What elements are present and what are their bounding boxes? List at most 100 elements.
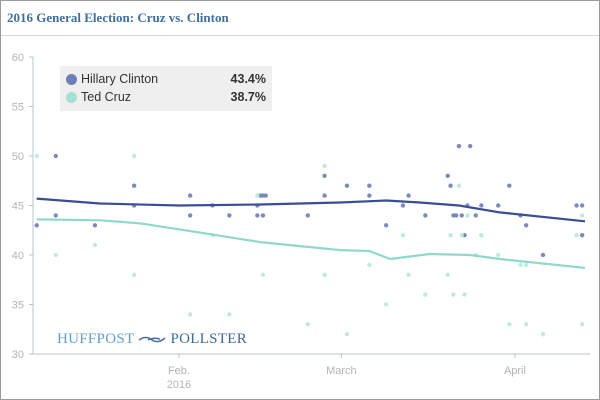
poll-point-clinton bbox=[456, 143, 462, 149]
poll-point-clinton bbox=[187, 213, 193, 218]
poll-point-clinton bbox=[53, 153, 58, 159]
legend-dot-cruz bbox=[66, 92, 77, 103]
poll-point-clinton bbox=[383, 223, 389, 228]
poll-point-cruz bbox=[479, 233, 484, 238]
poll-point-cruz bbox=[574, 233, 579, 238]
poll-point-clinton bbox=[322, 193, 327, 198]
poll-point-cruz bbox=[540, 332, 546, 337]
poll-point-clinton bbox=[131, 183, 137, 188]
y-tick-label: 55 bbox=[12, 102, 24, 114]
poll-point-clinton bbox=[187, 193, 193, 198]
poll-point-clinton bbox=[406, 193, 411, 198]
poll-point-cruz bbox=[462, 292, 467, 297]
y-tick-label: 45 bbox=[12, 201, 24, 213]
poll-point-cruz bbox=[53, 252, 58, 258]
poll-point-clinton bbox=[579, 203, 585, 208]
poll-point-cruz bbox=[260, 272, 266, 277]
legend-value: 38.7% bbox=[230, 90, 266, 104]
poll-point-clinton bbox=[473, 213, 478, 218]
y-tick-label: 40 bbox=[12, 250, 24, 262]
poll-point-clinton bbox=[459, 213, 464, 218]
legend-label: Hillary Clinton bbox=[81, 72, 159, 86]
poll-point-cruz bbox=[367, 262, 372, 268]
chart-title: 2016 General Election: Cruz vs. Clinton bbox=[7, 10, 229, 25]
title-divider bbox=[1, 35, 599, 36]
legend: Hillary Clinton 43.4% Ted Cruz 38.7% bbox=[60, 66, 272, 111]
bird-icon bbox=[139, 336, 166, 342]
poll-point-cruz bbox=[322, 272, 327, 277]
y-tick-label: 50 bbox=[12, 151, 24, 163]
poll-point-clinton bbox=[540, 252, 546, 258]
poll-point-cruz bbox=[305, 322, 310, 327]
x-tick-label: Feb. bbox=[168, 365, 190, 377]
poll-point-cruz bbox=[451, 292, 456, 297]
poll-point-cruz bbox=[518, 262, 523, 268]
poll-point-cruz bbox=[579, 322, 585, 327]
legend-value: 43.4% bbox=[230, 72, 266, 86]
trend-line-clinton bbox=[36, 197, 586, 223]
poll-point-clinton bbox=[34, 223, 39, 228]
poll-point-cruz bbox=[523, 322, 529, 327]
poll-point-cruz bbox=[255, 193, 260, 198]
poll-point-cruz bbox=[423, 292, 428, 297]
poll-point-clinton bbox=[53, 213, 58, 218]
poll-point-cruz bbox=[448, 233, 453, 238]
poll-point-cruz bbox=[131, 272, 137, 277]
poll-point-cruz bbox=[523, 262, 529, 268]
poll-point-clinton bbox=[400, 203, 406, 208]
poll-point-clinton bbox=[255, 213, 260, 218]
poll-point-clinton bbox=[322, 173, 327, 178]
poll-point-clinton bbox=[448, 183, 453, 188]
poll-point-clinton bbox=[367, 183, 372, 188]
poll-point-clinton bbox=[423, 213, 428, 218]
poll-point-clinton bbox=[367, 193, 372, 198]
poll-point-clinton bbox=[453, 213, 459, 218]
poll-point-cruz bbox=[507, 322, 512, 327]
poll-point-cruz bbox=[400, 233, 406, 238]
poll-point-clinton bbox=[344, 183, 350, 188]
poll-point-cruz bbox=[92, 242, 98, 248]
poll-point-cruz bbox=[322, 163, 327, 169]
poll-point-cruz bbox=[34, 153, 39, 159]
poll-point-clinton bbox=[467, 143, 473, 149]
poll-point-cruz bbox=[445, 272, 450, 277]
poll-point-clinton bbox=[92, 223, 98, 228]
x-tick-label: March bbox=[326, 365, 357, 377]
poll-point-cruz bbox=[344, 332, 350, 337]
y-tick-label: 60 bbox=[12, 52, 24, 64]
poll-point-clinton bbox=[445, 173, 450, 178]
poll-point-cruz bbox=[456, 183, 462, 188]
huffpost-pollster-logo: HUFFPOST POLLSTER bbox=[57, 331, 247, 348]
poll-point-clinton bbox=[479, 203, 484, 208]
logo-huffpost: HUFFPOST bbox=[57, 331, 135, 347]
legend-dot-clinton bbox=[66, 74, 77, 85]
poll-point-clinton bbox=[523, 223, 529, 228]
poll-point-cruz bbox=[579, 213, 585, 218]
legend-label: Ted Cruz bbox=[81, 90, 132, 104]
trend-line-cruz bbox=[36, 218, 586, 269]
legend-item-clinton[interactable]: Hillary Clinton 43.4% bbox=[66, 72, 266, 88]
poll-point-cruz bbox=[227, 312, 232, 317]
poll-point-cruz bbox=[495, 252, 501, 258]
logo-pollster: POLLSTER bbox=[170, 331, 248, 347]
poll-point-clinton bbox=[579, 233, 585, 238]
y-tick-label: 35 bbox=[12, 300, 24, 312]
x-tick-label: April bbox=[504, 365, 526, 377]
y-tick-label: 30 bbox=[12, 349, 24, 361]
poll-point-cruz bbox=[459, 233, 464, 238]
poll-point-clinton bbox=[260, 213, 266, 218]
poll-point-clinton bbox=[227, 213, 232, 218]
x-tick-sublabel: 2016 bbox=[167, 379, 191, 391]
poll-point-clinton bbox=[507, 183, 512, 188]
poll-point-clinton bbox=[574, 203, 579, 208]
poll-point-cruz bbox=[465, 213, 470, 218]
poll-point-cruz bbox=[383, 302, 389, 307]
poll-point-cruz bbox=[187, 312, 193, 317]
poll-point-cruz bbox=[406, 272, 411, 277]
poll-point-cruz bbox=[131, 153, 137, 159]
poll-point-clinton bbox=[305, 213, 310, 218]
poll-point-clinton bbox=[495, 203, 501, 208]
poll-point-clinton bbox=[263, 193, 268, 198]
legend-item-cruz[interactable]: Ted Cruz 38.7% bbox=[66, 90, 266, 106]
